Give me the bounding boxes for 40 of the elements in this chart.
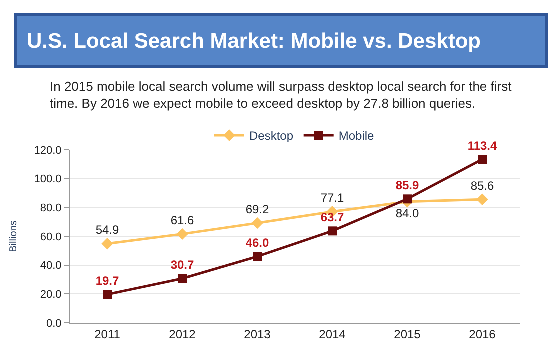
x-tick-label: 2011 [94,327,121,342]
x-tick-label: 2014 [319,327,346,342]
point [478,155,487,164]
data-label: 85.6 [470,178,494,193]
x-tick-label: 2016 [469,327,496,342]
point [253,252,262,262]
y-tick-label: 40.0 [40,260,62,272]
data-label: 85.9 [396,178,420,193]
legend-label: Mobile [338,129,375,144]
data-label: 77.1 [320,191,344,206]
data-label: 46.0 [246,236,270,250]
x-tick-label: 2013 [244,327,272,342]
data-label: 19.7 [96,274,120,288]
y-tick-label: 120.0 [34,144,62,157]
data-label: 84.0 [396,206,420,221]
chart-subtitle: In 2015 mobile local search volume will surpass desktop local search for the first time. By 2016 we expect mobile to exceed desktop by 27.8 billion queries. [50,79,512,111]
legend-label: Desktop [250,129,294,144]
data-label: 69.2 [246,202,270,217]
point [403,194,412,204]
data-label: 113.4 [468,138,498,153]
data-label: 63.7 [320,210,344,225]
point [178,274,187,284]
point [328,226,337,236]
point [176,228,188,240]
point [103,290,112,300]
point [102,238,114,250]
y-axis-title: Billions [8,220,20,252]
point [476,194,488,206]
y-tick-label: 0.0 [46,318,62,330]
y-tick-label: 100.0 [34,174,62,186]
data-label: 54.9 [96,223,120,238]
chart-title: U.S. Local Search Market: Mobile vs. Desktop [27,30,481,53]
x-tick-label: 2015 [394,327,422,342]
data-label: 30.7 [170,258,194,272]
data-label: 61.6 [170,214,194,228]
y-tick-label: 60.0 [40,231,62,244]
y-tick-label: 80.0 [40,202,62,215]
y-tick-label: 20.0 [40,289,62,302]
point [252,217,264,230]
x-tick-label: 2012 [169,327,196,342]
